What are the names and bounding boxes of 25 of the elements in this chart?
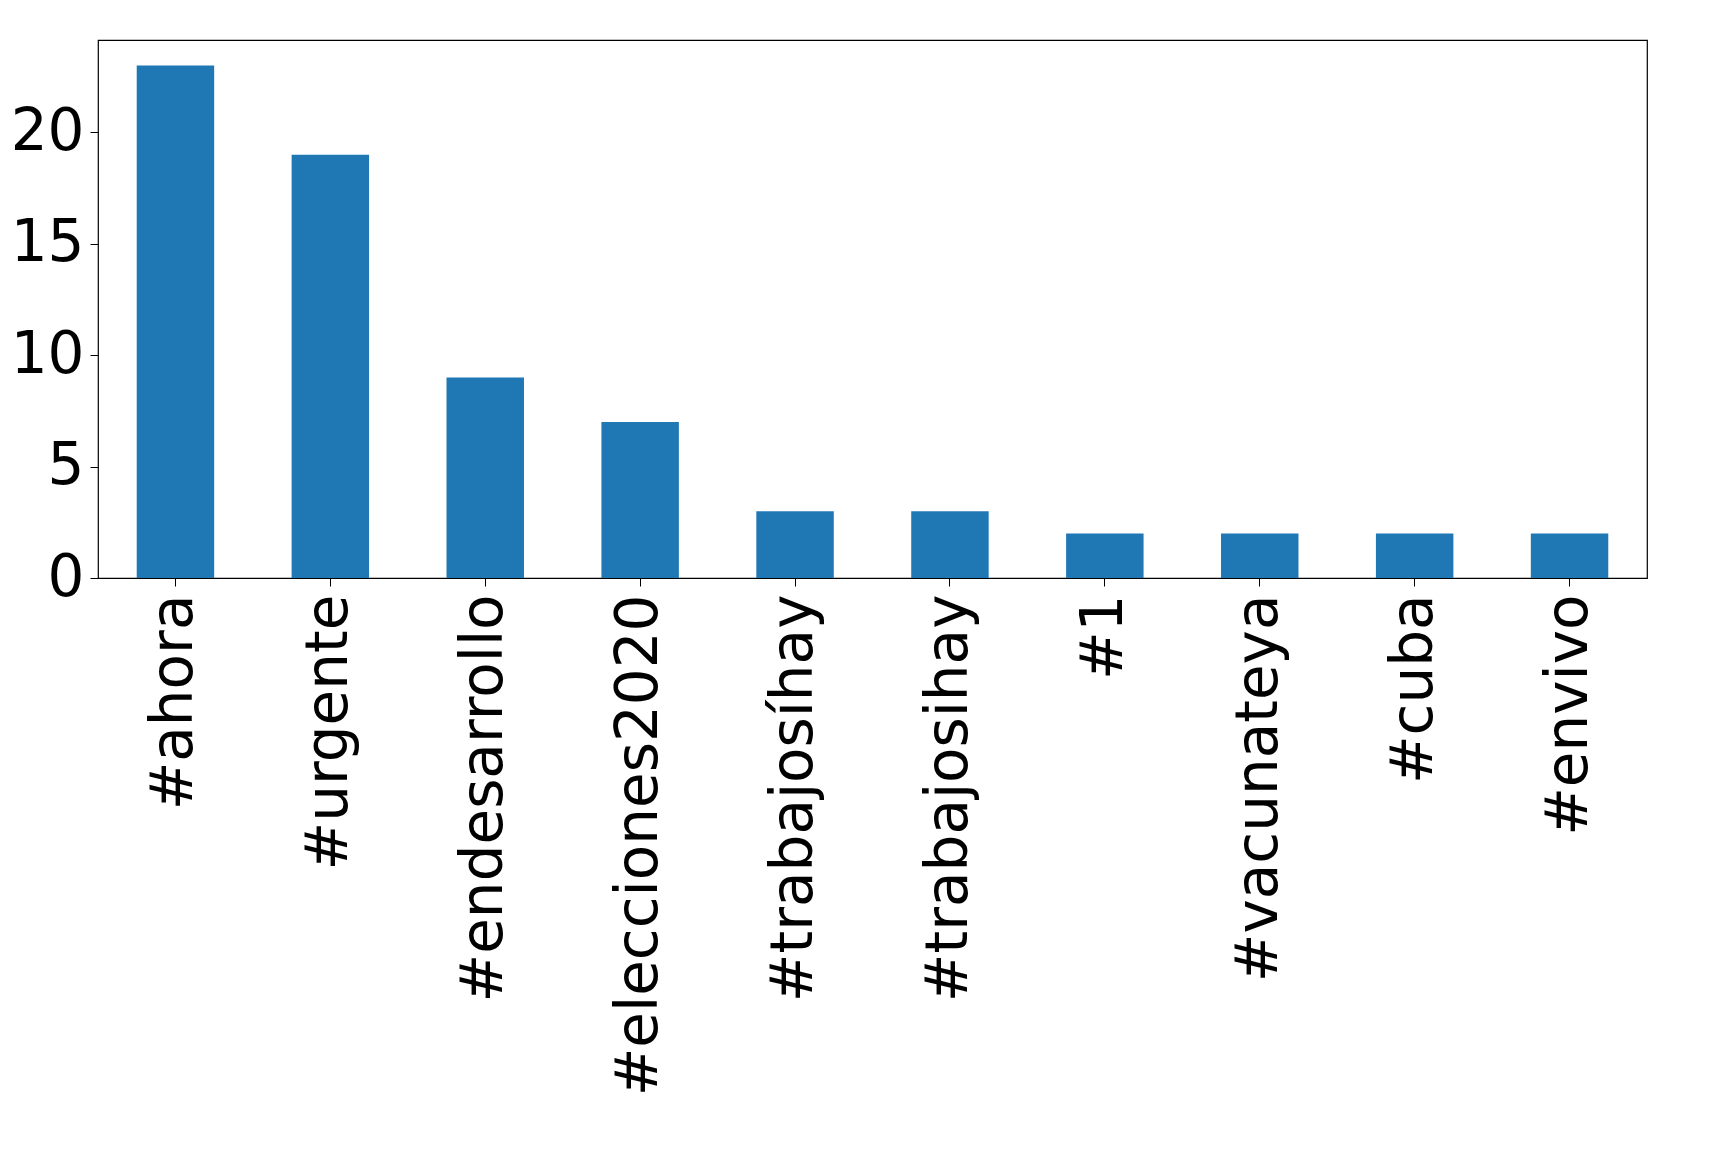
y-tick-label: 5 bbox=[47, 430, 85, 499]
x-tick-label: #1 bbox=[1067, 594, 1136, 680]
bar bbox=[291, 154, 370, 578]
bar bbox=[446, 377, 524, 578]
bar bbox=[1221, 533, 1299, 578]
x-tick-label: #cuba bbox=[1377, 594, 1446, 785]
bar bbox=[601, 422, 679, 578]
bar bbox=[756, 511, 834, 578]
x-tick-label: #ahora bbox=[138, 594, 207, 811]
y-tick-label: 10 bbox=[10, 318, 85, 387]
x-tick-label: #trabajosihay bbox=[912, 594, 981, 1003]
x-tick-label: #urgente bbox=[293, 594, 362, 871]
x-tick-label: #trabajosíhay bbox=[758, 594, 827, 1003]
bar bbox=[1530, 533, 1609, 578]
y-tick-label: 20 bbox=[10, 95, 85, 164]
bar bbox=[911, 511, 989, 578]
y-tick-label: 0 bbox=[47, 541, 85, 610]
y-tick-label: 15 bbox=[10, 207, 85, 276]
x-tick-label: #envivo bbox=[1532, 594, 1601, 836]
x-tick-label: #endesarrollo bbox=[448, 594, 517, 1003]
bar bbox=[1375, 533, 1454, 578]
x-tick-label: #elecciones2020 bbox=[603, 594, 672, 1097]
bar bbox=[1066, 533, 1144, 578]
bar bbox=[136, 65, 215, 578]
x-tick-label: #vacunateya bbox=[1222, 594, 1291, 983]
